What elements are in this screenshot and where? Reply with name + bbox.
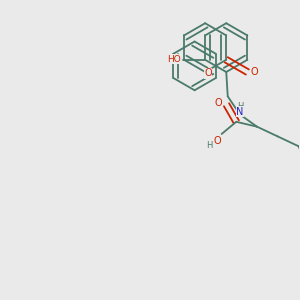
Text: O: O xyxy=(204,68,212,79)
Text: HO: HO xyxy=(167,55,181,64)
Text: O: O xyxy=(251,67,259,77)
Text: H: H xyxy=(237,102,243,111)
Text: O: O xyxy=(213,136,221,146)
Text: O: O xyxy=(214,98,222,108)
Text: N: N xyxy=(236,106,244,116)
Text: H: H xyxy=(207,141,213,150)
